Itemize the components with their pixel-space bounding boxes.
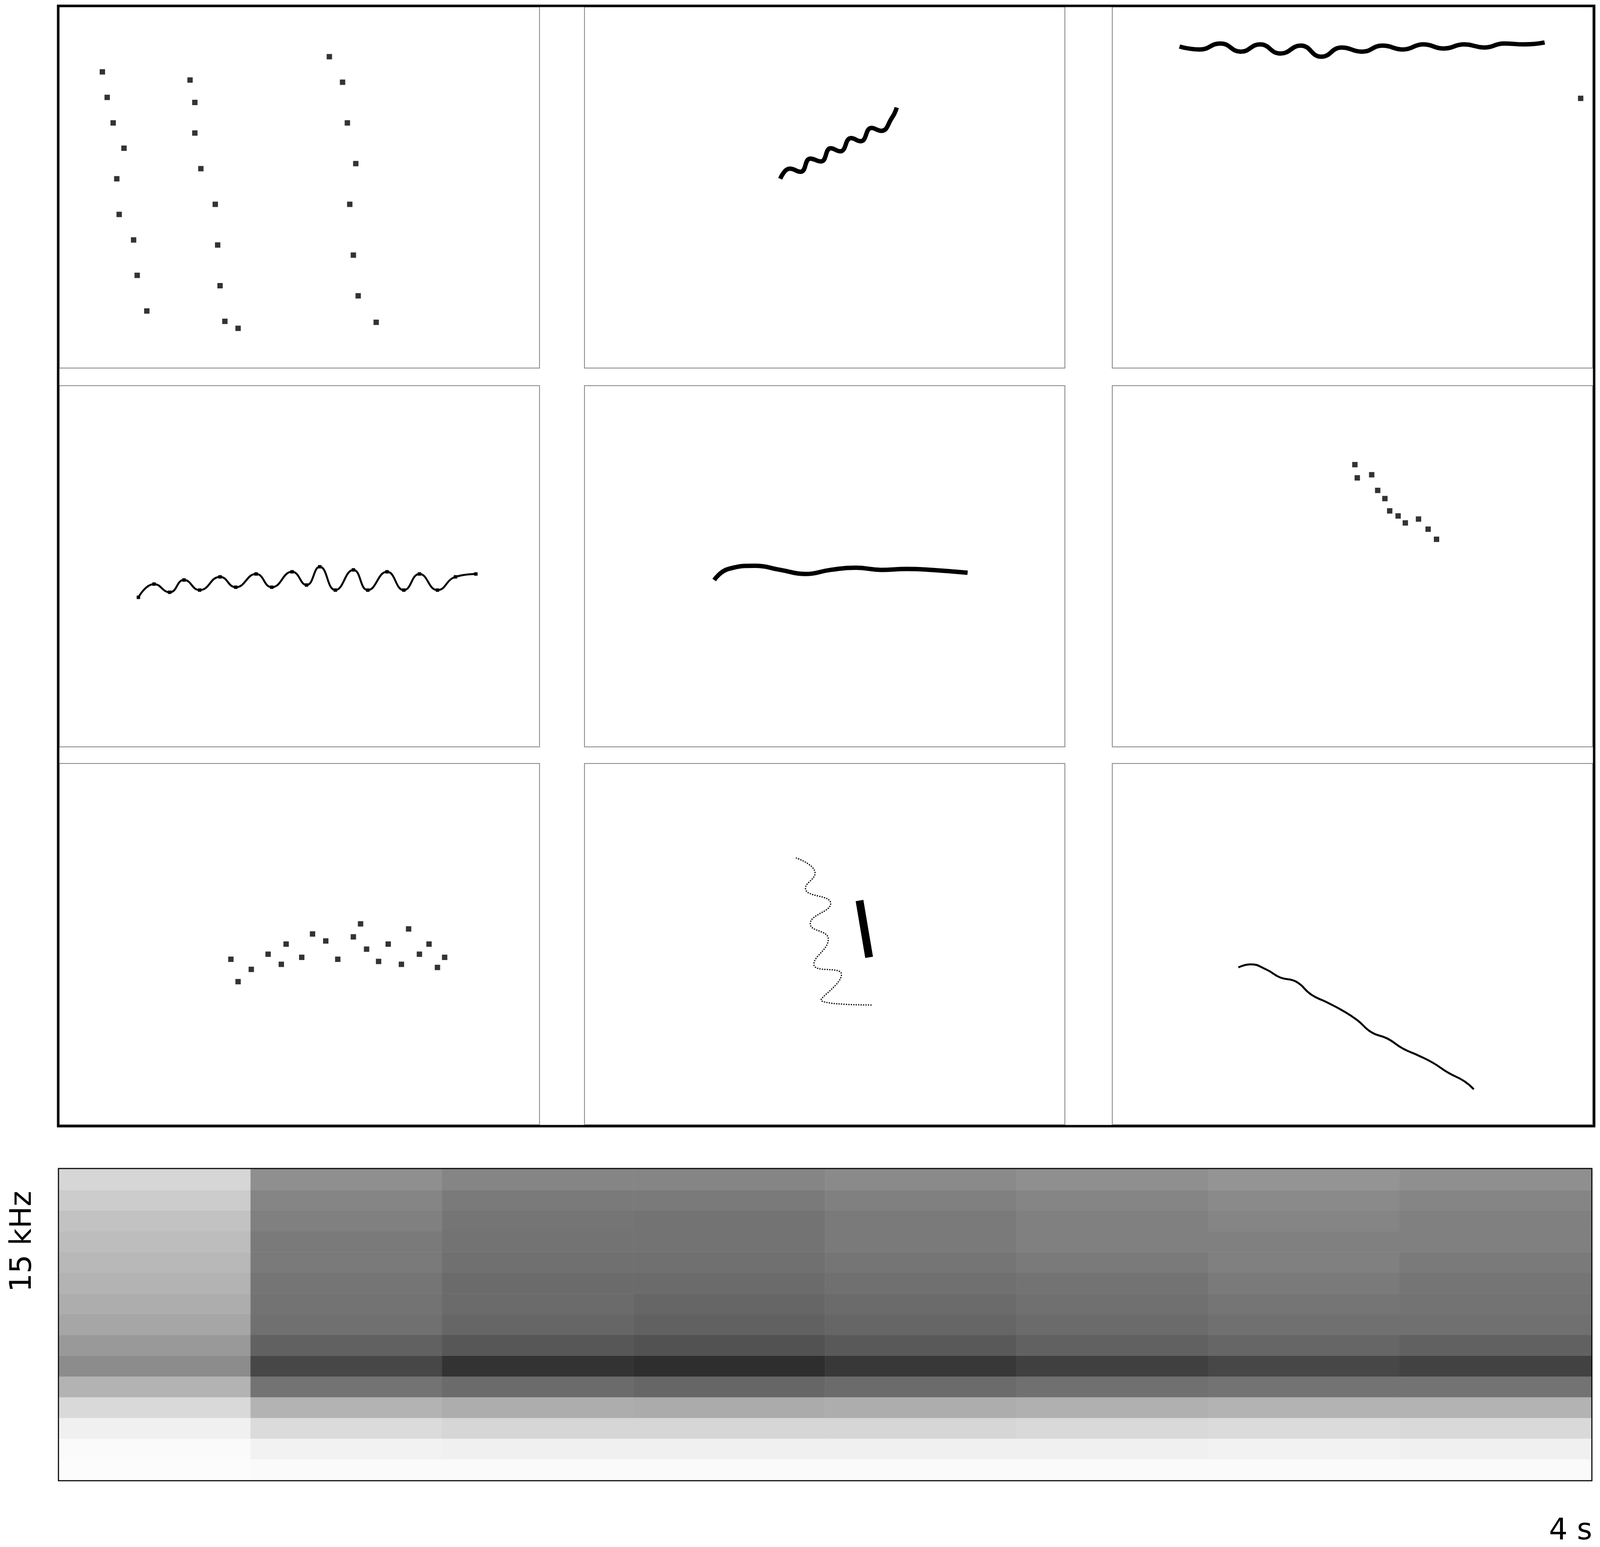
svg-text:15 kHz: 15 kHz	[3, 1190, 38, 1293]
svg-text:4 s: 4 s	[1548, 1511, 1593, 1546]
